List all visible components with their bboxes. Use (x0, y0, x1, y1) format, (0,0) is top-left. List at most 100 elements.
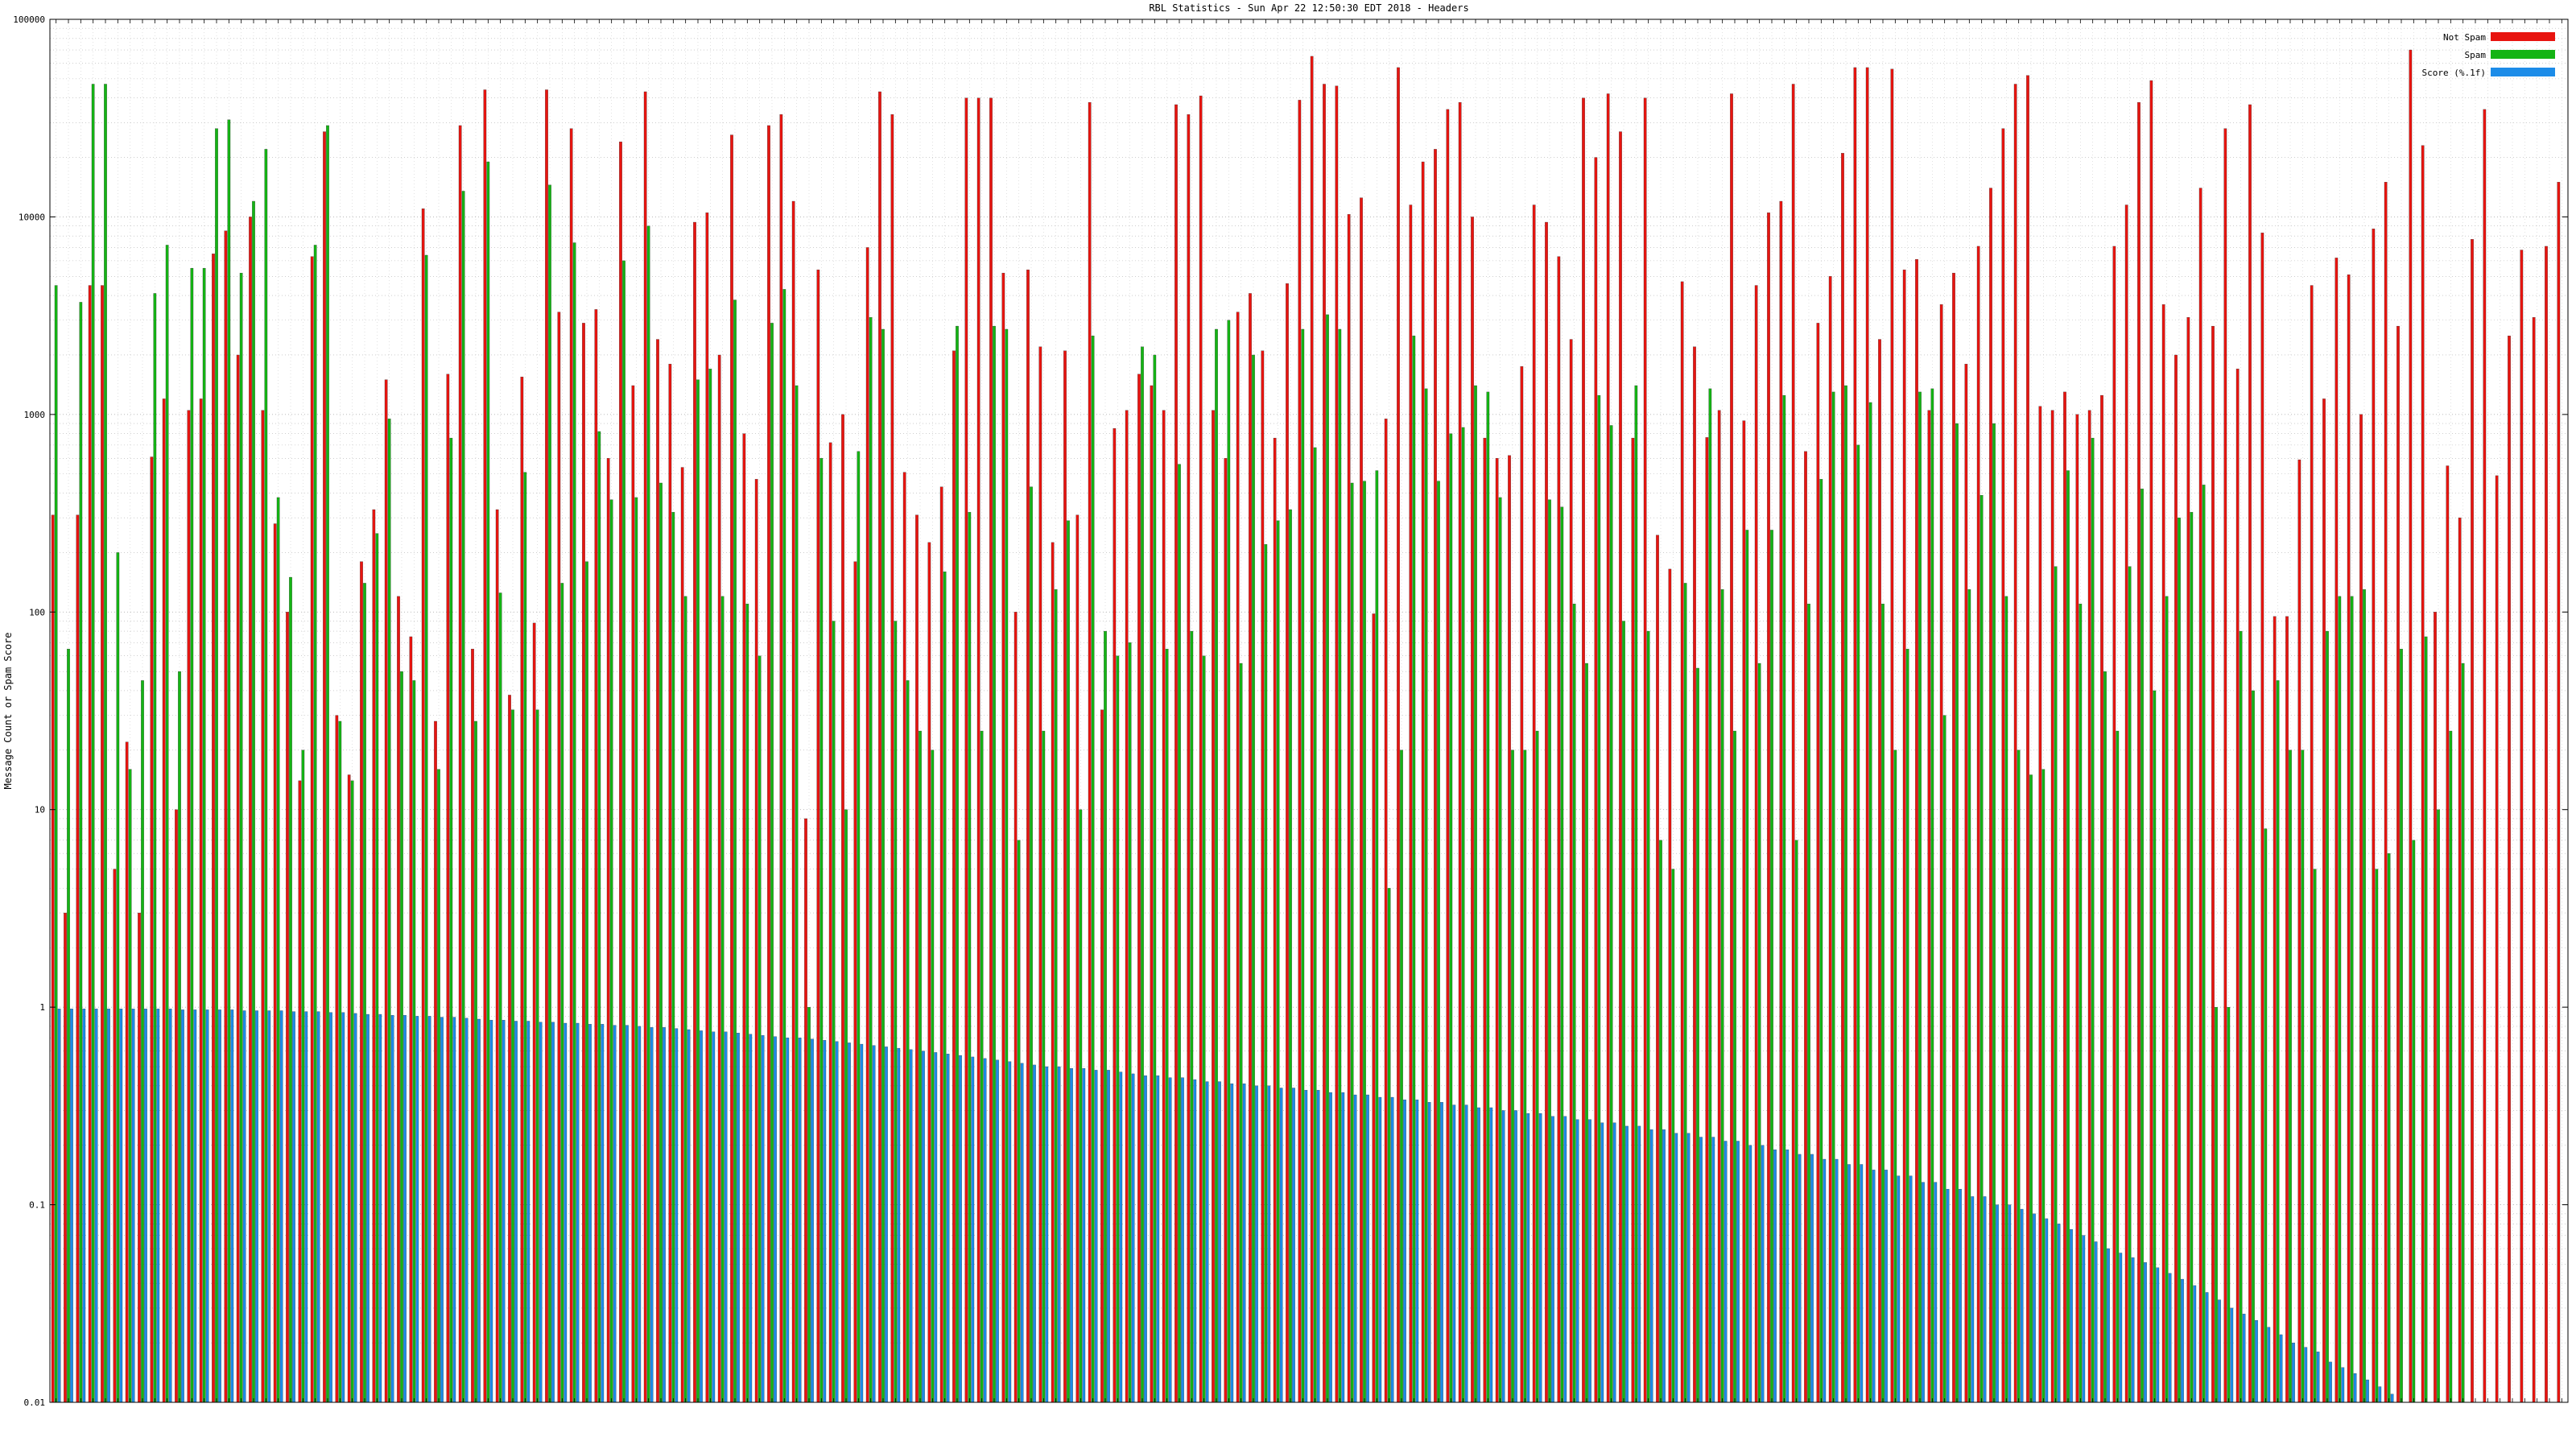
bar-spam (2276, 680, 2280, 1403)
bar-not-spam (113, 869, 117, 1403)
bar-not-spam (1137, 374, 1141, 1403)
bar-spam (1548, 499, 1551, 1403)
bar-spam (165, 245, 169, 1403)
bar-spam (2387, 853, 2391, 1403)
bar-not-spam (606, 458, 610, 1403)
bar-spam (2116, 730, 2120, 1403)
bar-score-1f (1823, 1158, 1827, 1403)
bar-not-spam (668, 364, 672, 1403)
bar-score-1f (823, 1040, 827, 1403)
bar-spam (968, 512, 972, 1403)
bar-spam (2128, 566, 2132, 1403)
y-tick-label: 10000 (19, 212, 45, 222)
bar-spam (239, 272, 243, 1403)
bar-score-1f (526, 1021, 530, 1403)
bar-score-1f (267, 1010, 271, 1403)
bar-score-1f (1292, 1088, 1295, 1403)
bar-not-spam (865, 247, 869, 1403)
bar-not-spam (2235, 369, 2240, 1403)
bar-not-spam (1693, 346, 1696, 1403)
bar-score-1f (897, 1047, 901, 1403)
bar-spam (1856, 444, 1860, 1403)
bar-score-1f (2156, 1267, 2160, 1403)
bar-score-1f (514, 1021, 518, 1403)
bar-not-spam (1013, 612, 1018, 1403)
bar-score-1f (1181, 1077, 1184, 1403)
bar-not-spam (138, 912, 141, 1403)
bar-spam (1128, 642, 1132, 1403)
bar-score-1f (2329, 1361, 2332, 1403)
bar-spam (1313, 447, 1317, 1403)
bar-spam (1412, 336, 1416, 1403)
bar-not-spam (1779, 200, 1783, 1403)
bar-spam (1992, 423, 1996, 1403)
bar-not-spam (1964, 364, 1968, 1403)
bar-score-1f (811, 1038, 814, 1403)
bar-score-1f (1094, 1070, 1098, 1403)
bar-not-spam (360, 561, 363, 1403)
bar-score-1f (1329, 1092, 1332, 1403)
bar-spam (733, 299, 737, 1403)
bar-not-spam (1421, 161, 1425, 1403)
y-tick-label: 1000 (24, 410, 46, 420)
bars (51, 49, 2561, 1403)
bar-score-1f (2168, 1273, 2172, 1403)
bar-not-spam (384, 379, 388, 1403)
bar-not-spam (76, 514, 80, 1403)
bar-score-1f (94, 1009, 98, 1403)
bar-score-1f (663, 1027, 666, 1403)
bar-score-1f (378, 1013, 382, 1403)
bar-spam (1560, 506, 1564, 1403)
bar-not-spam (1212, 410, 1215, 1403)
bar-not-spam (2545, 246, 2548, 1403)
bar-spam (375, 533, 379, 1403)
bar-not-spam (1335, 85, 1339, 1403)
bar-score-1f (2218, 1299, 2221, 1403)
bar-score-1f (1699, 1137, 1703, 1403)
bar-not-spam (1249, 293, 1252, 1403)
bar-not-spam (1915, 258, 1918, 1403)
bar-spam (1745, 530, 1749, 1403)
bar-score-1f (2242, 1314, 2246, 1403)
bar-not-spam (2112, 246, 2116, 1403)
legend: Not Spam Spam Score (%.1f) (2422, 32, 2555, 78)
bar-not-spam (1557, 256, 1561, 1403)
bar-not-spam (1125, 410, 1129, 1403)
bar-not-spam (2421, 145, 2425, 1403)
bar-score-1f (144, 1009, 147, 1403)
bar-not-spam (1088, 101, 1092, 1403)
bar-not-spam (1458, 101, 1462, 1403)
bar-not-spam (1347, 214, 1351, 1403)
bar-score-1f (1711, 1137, 1715, 1403)
bar-spam (696, 379, 700, 1403)
bar-score-1f (922, 1051, 925, 1403)
bar-not-spam (1767, 213, 1770, 1403)
bar-not-spam (1174, 104, 1178, 1403)
bar-not-spam (2248, 104, 2252, 1403)
bar-spam (720, 596, 724, 1403)
bar-not-spam (212, 254, 215, 1403)
bar-score-1f (1798, 1154, 1802, 1403)
bar-not-spam (446, 374, 450, 1403)
bar-spam (116, 552, 120, 1403)
bar-spam (1770, 530, 1773, 1403)
bar-not-spam (828, 442, 832, 1403)
bar-score-1f (1193, 1079, 1197, 1403)
legend-swatch (2491, 32, 2555, 41)
bar-spam (437, 769, 440, 1403)
bar-not-spam (1927, 410, 1931, 1403)
bar-not-spam (2063, 391, 2066, 1403)
bar-not-spam (249, 217, 252, 1403)
bar-score-1f (1785, 1150, 1790, 1403)
bar-spam (1486, 391, 1490, 1403)
bar-score-1f (218, 1009, 221, 1403)
bar-score-1f (625, 1025, 629, 1403)
bar-spam (1646, 630, 1650, 1403)
bar-score-1f (304, 1011, 308, 1403)
bar-spam (1955, 423, 1959, 1403)
bar-not-spam (2532, 317, 2536, 1403)
bar-spam (1116, 655, 1120, 1403)
bar-not-spam (939, 486, 943, 1403)
bar-score-1f (156, 1009, 160, 1403)
bar-score-1f (1588, 1119, 1591, 1403)
